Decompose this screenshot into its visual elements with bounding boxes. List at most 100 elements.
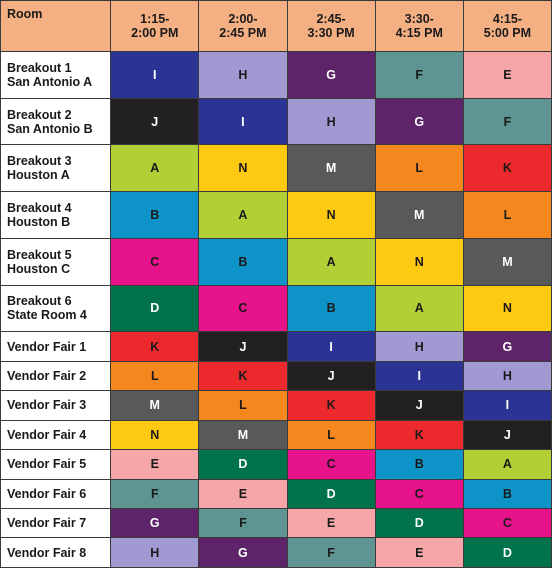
session-cell: N <box>462 284 552 333</box>
room-name: Breakout 3 Houston A <box>0 144 112 193</box>
session-cell: L <box>374 144 464 193</box>
session-cell: C <box>198 284 288 333</box>
session-cell: K <box>110 331 200 362</box>
session-cell: F <box>110 478 200 510</box>
session-cell: K <box>286 390 376 421</box>
room-name: Vendor Fair 4 <box>0 419 112 451</box>
session-cell: J <box>198 331 288 362</box>
session-cell: H <box>374 331 464 362</box>
room-name: Vendor Fair 5 <box>0 449 112 480</box>
session-cell: N <box>198 144 288 193</box>
session-cell: E <box>374 537 464 568</box>
session-cell: I <box>286 331 376 362</box>
session-cell: L <box>198 390 288 421</box>
session-cell: I <box>374 360 464 392</box>
room-name: Vendor Fair 8 <box>0 537 112 568</box>
session-cell: D <box>462 537 552 568</box>
schedule-body: Breakout 1 San Antonio A I H G F E Breakout 2 … <box>0 51 552 568</box>
time-slot-header: 3:30- 4:15 PM <box>374 0 464 52</box>
session-cell: I <box>198 97 288 146</box>
time-slot-header: 2:00- 2:45 PM <box>198 0 288 52</box>
session-cell: M <box>110 390 200 421</box>
session-cell: G <box>374 97 464 146</box>
session-cell: G <box>110 508 200 539</box>
room-name: Vendor Fair 1 <box>0 331 112 362</box>
session-cell: F <box>286 537 376 568</box>
session-cell: B <box>110 191 200 239</box>
room-name: Breakout 6 State Room 4 <box>0 284 112 333</box>
session-cell: C <box>374 478 464 510</box>
session-cell: N <box>110 419 200 451</box>
session-cell: B <box>198 237 288 286</box>
room-name: Breakout 4 Houston B <box>0 191 112 239</box>
session-cell: G <box>198 537 288 568</box>
session-cell: A <box>198 191 288 239</box>
session-cell: B <box>286 284 376 333</box>
session-cell: B <box>462 478 552 510</box>
session-cell: C <box>286 449 376 480</box>
header-row: Room 1:15- 2:00 PM 2:00- 2:45 PM 2:45- 3… <box>0 0 552 52</box>
session-cell: E <box>462 51 552 99</box>
session-cell: C <box>110 237 200 286</box>
session-cell: F <box>374 51 464 99</box>
session-cell: N <box>286 191 376 239</box>
room-name: Vendor Fair 6 <box>0 478 112 510</box>
room-name: Breakout 1 San Antonio A <box>0 51 112 99</box>
session-cell: A <box>374 284 464 333</box>
session-cell: F <box>462 97 552 146</box>
session-cell: B <box>374 449 464 480</box>
session-cell: D <box>110 284 200 333</box>
session-cell: M <box>374 191 464 239</box>
session-cell: G <box>286 51 376 99</box>
session-cell: F <box>198 508 288 539</box>
session-cell: H <box>462 360 552 392</box>
session-cell: M <box>286 144 376 193</box>
session-cell: M <box>462 237 552 286</box>
room-name: Vendor Fair 7 <box>0 508 112 539</box>
session-cell: H <box>286 97 376 146</box>
session-cell: D <box>374 508 464 539</box>
session-cell: D <box>198 449 288 480</box>
session-cell: M <box>198 419 288 451</box>
session-cell: L <box>110 360 200 392</box>
session-cell: D <box>286 478 376 510</box>
session-cell: E <box>110 449 200 480</box>
time-slot-header: 1:15- 2:00 PM <box>110 0 200 52</box>
session-cell: L <box>286 419 376 451</box>
session-cell: J <box>374 390 464 421</box>
session-cell: J <box>462 419 552 451</box>
room-column-header: Room <box>0 0 112 52</box>
room-name: Vendor Fair 3 <box>0 390 112 421</box>
session-cell: C <box>462 508 552 539</box>
time-slot-header: 2:45- 3:30 PM <box>286 0 376 52</box>
session-cell: A <box>462 449 552 480</box>
session-cell: N <box>374 237 464 286</box>
session-cell: J <box>286 360 376 392</box>
session-cell: A <box>110 144 200 193</box>
session-cell: I <box>462 390 552 421</box>
room-name: Breakout 2 San Antonio B <box>0 97 112 146</box>
session-cell: H <box>198 51 288 99</box>
time-slot-header: 4:15- 5:00 PM <box>462 0 552 52</box>
session-cell: I <box>110 51 200 99</box>
session-cell: K <box>198 360 288 392</box>
session-cell: J <box>110 97 200 146</box>
session-cell: K <box>462 144 552 193</box>
room-name: Vendor Fair 2 <box>0 360 112 392</box>
session-cell: A <box>286 237 376 286</box>
